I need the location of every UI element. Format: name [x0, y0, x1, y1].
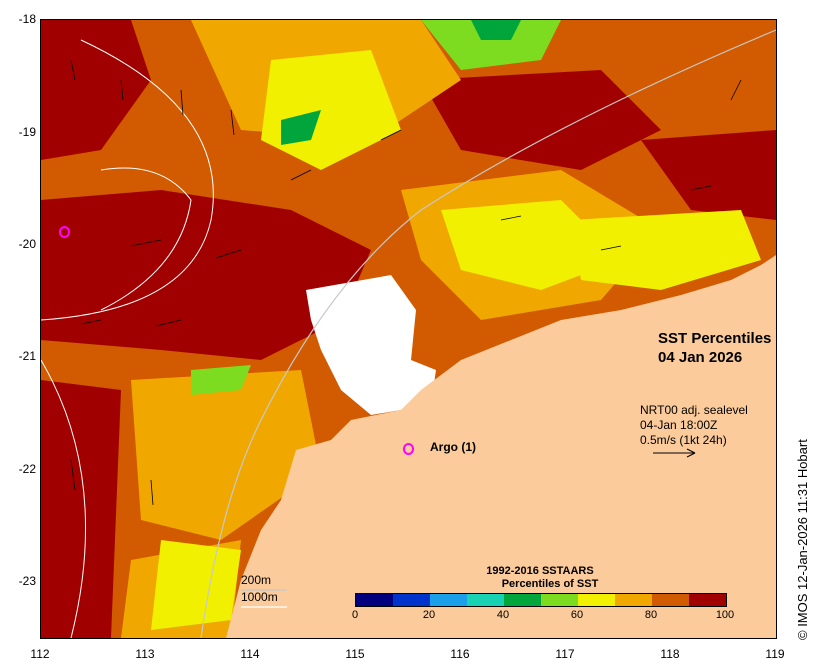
vector-source-label: NRT00 adj. sealevel	[640, 403, 748, 417]
sst-region-high-2	[41, 20, 151, 160]
colorbar-cell	[430, 594, 467, 606]
colorbar-tick: 60	[570, 609, 584, 621]
argo-float-marker	[59, 226, 70, 238]
sst-region-dkgreen-2	[281, 110, 321, 145]
x-tick-label: 114	[240, 647, 260, 661]
colorbar-tick: 0	[351, 609, 359, 621]
colorbar-cell	[356, 594, 393, 606]
map-date: 04 Jan 2026	[658, 349, 743, 366]
colorbar-tick: 80	[644, 609, 658, 621]
y-tick-label: -19	[18, 125, 36, 139]
sst-region-high-4	[641, 130, 776, 220]
colorbar-tick: 20	[422, 609, 436, 621]
sst-region-yellow-4	[151, 540, 241, 630]
colorbar-tick: 40	[496, 609, 510, 621]
colorbar-cell	[541, 594, 578, 606]
land-mass	[226, 255, 776, 638]
colorbar-cell	[504, 594, 541, 606]
y-tick-label: -23	[18, 574, 36, 588]
sst-map	[40, 19, 777, 639]
x-tick-label: 116	[450, 647, 470, 661]
sst-region-high	[41, 190, 371, 360]
colorbar-cell	[615, 594, 652, 606]
x-tick-label: 119	[765, 647, 785, 661]
contour-1000m	[41, 39, 214, 321]
sst-region-green-2	[191, 365, 251, 395]
sst-region-yellow-3	[571, 210, 761, 290]
colorbar-cell	[578, 594, 615, 606]
sst-map-canvas	[41, 20, 776, 638]
argo-float-marker	[403, 443, 414, 455]
colorbar-cell	[393, 594, 430, 606]
x-tick-label: 113	[135, 647, 155, 661]
x-tick-label: 115	[345, 647, 365, 661]
y-tick-label: -22	[18, 462, 36, 476]
x-tick-label: 112	[30, 647, 50, 661]
sst-region-green	[421, 20, 561, 70]
sst-region-high-3	[421, 70, 661, 170]
contour-1000m-2	[41, 359, 86, 638]
x-tick-label: 117	[555, 647, 575, 661]
map-title: SST Percentiles	[658, 330, 772, 347]
depth-200-label: 200m	[241, 573, 272, 587]
percentile-colorbar	[355, 593, 727, 607]
credit-label: © IMOS 12-Jan-2026 11:31 Hobart	[795, 439, 810, 640]
colorbar-cell	[652, 594, 689, 606]
y-tick-label: -21	[18, 349, 36, 363]
colorbar-tick: 100	[715, 609, 735, 621]
colorbar-cell	[467, 594, 504, 606]
x-tick-label: 118	[660, 647, 680, 661]
depth-1000-label: 1000m	[241, 590, 278, 604]
cloud-mask	[306, 275, 436, 415]
y-tick-label: -20	[18, 237, 36, 251]
legend-subtitle: Percentiles of SST	[501, 578, 599, 590]
vector-time-label: 04-Jan 18:00Z	[640, 418, 718, 432]
vector-scale-arrow	[653, 448, 696, 458]
sst-region-orange-3	[131, 370, 321, 540]
sst-region-high-5	[41, 380, 121, 638]
y-tick-label: -18	[18, 12, 36, 26]
argo-label: Argo (1)	[430, 440, 476, 454]
vector-scale-label: 0.5m/s (1kt 24h)	[640, 433, 727, 447]
contour-200m	[200, 29, 776, 638]
contour-island	[100, 167, 192, 311]
current-vectors	[70, 59, 742, 506]
sst-region-dkgreen	[471, 20, 521, 40]
legend-title: 1992-2016 SSTAARS	[486, 565, 594, 577]
colorbar-cell	[689, 594, 726, 606]
